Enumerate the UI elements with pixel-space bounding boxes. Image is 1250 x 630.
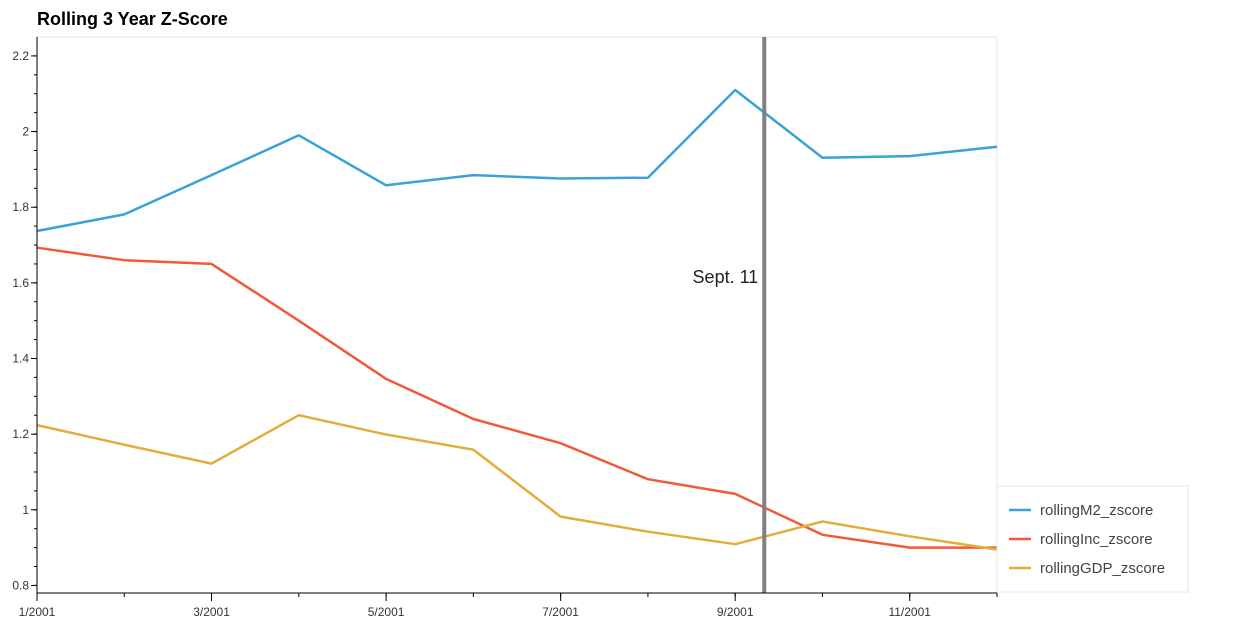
y-tick-label: 1.8	[12, 200, 29, 214]
x-tick-label: 3/2001	[193, 605, 230, 619]
annotation-label-0: Sept. 11	[693, 267, 759, 287]
y-tick-label: 1	[22, 503, 29, 517]
y-tick-label: 2.2	[12, 49, 29, 63]
chart-title: Rolling 3 Year Z-Score	[37, 9, 228, 29]
y-axis: 0.8 1 1.2 1.4 1.6 1.8 2 2.2	[12, 37, 38, 593]
x-tick-label: 1/2001	[19, 605, 56, 619]
y-tick-label: 1.6	[12, 276, 29, 290]
x-axis: 1/2001 3/2001 5/2001 7/2001 9/2001 11/2001	[19, 592, 998, 619]
series-line-2	[36, 413, 998, 551]
legend-label-2: rollingGDP_zscore	[1040, 560, 1165, 577]
y-tick-label: 0.8	[12, 578, 29, 592]
y-tick-label: 1.2	[12, 427, 29, 441]
plot-lines	[36, 88, 998, 551]
plot-area	[36, 36, 998, 594]
annotation-layer: Sept. 11	[693, 37, 767, 593]
x-tick-label: 9/2001	[717, 605, 754, 619]
legend: rollingM2_zscore rollingInc_zscorerolling…	[996, 485, 1189, 593]
series-line-0	[36, 88, 998, 233]
x-tick-label: 11/2001	[888, 605, 931, 619]
series-line-1	[36, 246, 997, 549]
x-tick-label: 5/2001	[368, 605, 405, 619]
y-tick-label: 1.4	[12, 351, 29, 365]
legend-label-0: rollingM2_zscore	[1040, 502, 1153, 519]
y-tick-label: 2	[22, 125, 29, 139]
x-tick-label: 7/2001	[542, 605, 579, 619]
legend-label-1: rollingInc_zscore	[1040, 531, 1153, 548]
